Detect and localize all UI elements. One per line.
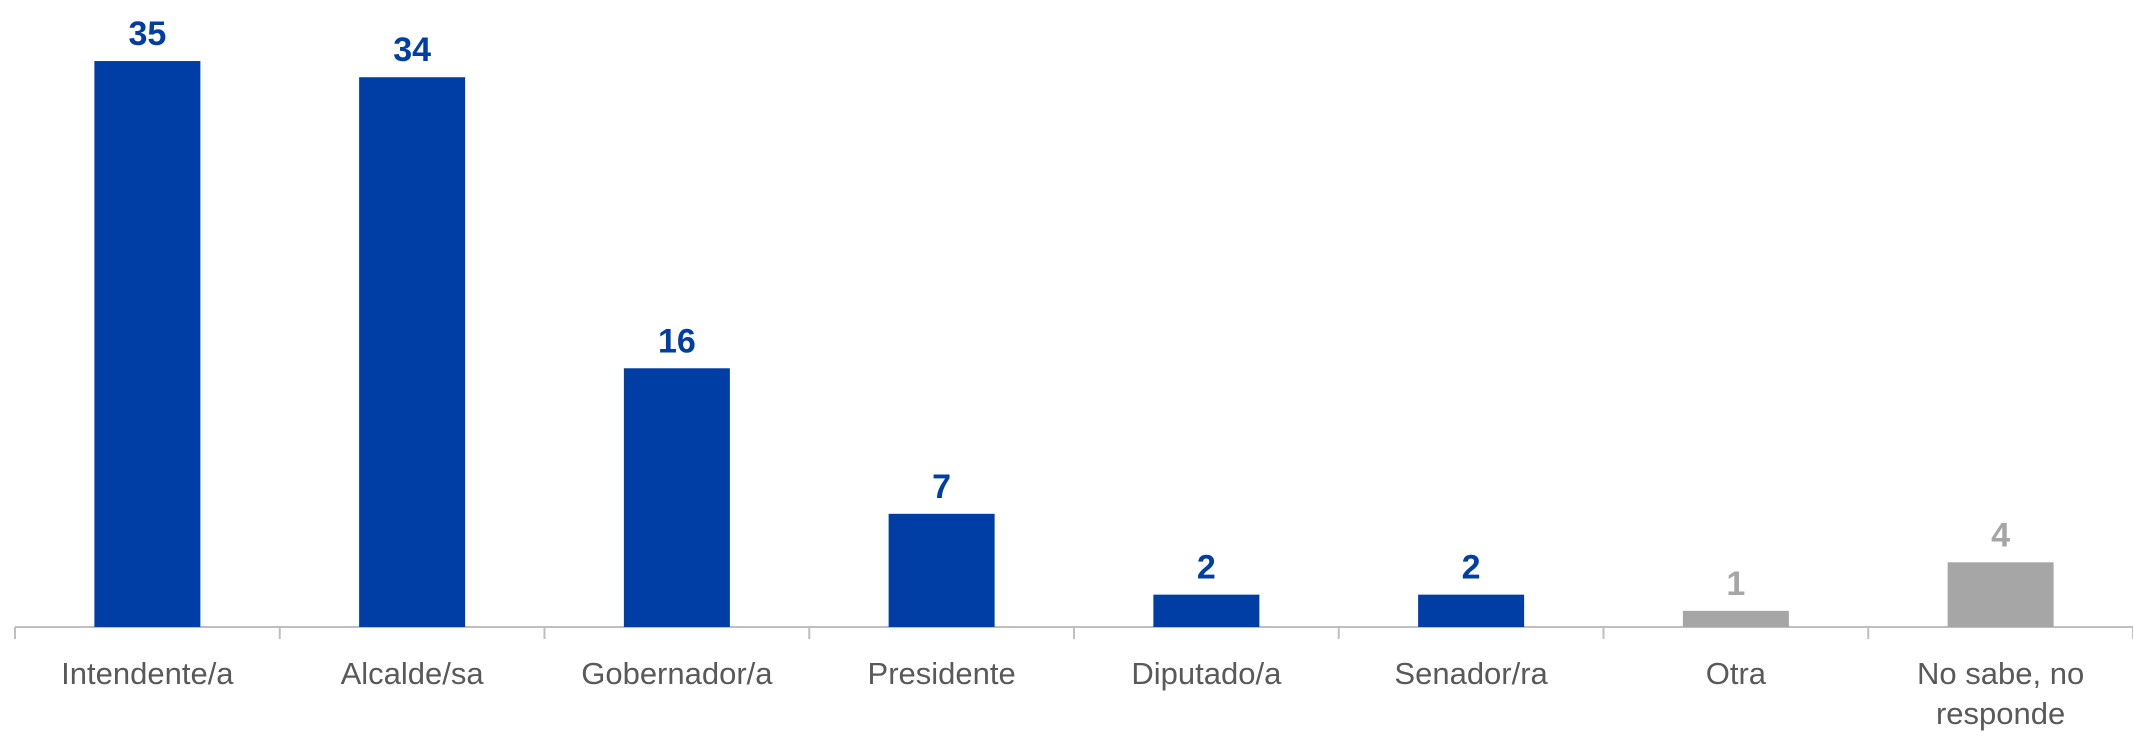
x-tick-label: Intendente/a xyxy=(61,656,234,691)
data-label: 7 xyxy=(932,468,951,506)
bar xyxy=(1682,610,1789,627)
x-tick-label: Otra xyxy=(1705,656,1767,691)
x-tick-label: Gobernador/a xyxy=(581,656,773,691)
bar xyxy=(623,368,730,627)
data-label: 35 xyxy=(128,15,166,53)
x-tick-label: Presidente xyxy=(867,656,1016,691)
bar xyxy=(94,61,201,628)
bar xyxy=(1153,594,1260,627)
data-label: 1 xyxy=(1726,565,1745,603)
x-tick-label: Alcalde/sa xyxy=(340,656,484,691)
bar xyxy=(1418,594,1525,627)
x-tick-label: No sabe, no responde xyxy=(1917,656,2085,731)
data-label: 2 xyxy=(1197,549,1216,587)
bar xyxy=(359,77,466,628)
data-label: 2 xyxy=(1462,549,1481,587)
bar xyxy=(1947,562,2054,627)
data-label: 16 xyxy=(658,322,696,360)
x-tick-label: Senador/ra xyxy=(1394,656,1548,691)
x-tick-label: Diputado/a xyxy=(1131,656,1282,691)
data-label: 4 xyxy=(1991,516,2010,554)
bar xyxy=(888,513,995,627)
data-label: 34 xyxy=(393,31,431,69)
